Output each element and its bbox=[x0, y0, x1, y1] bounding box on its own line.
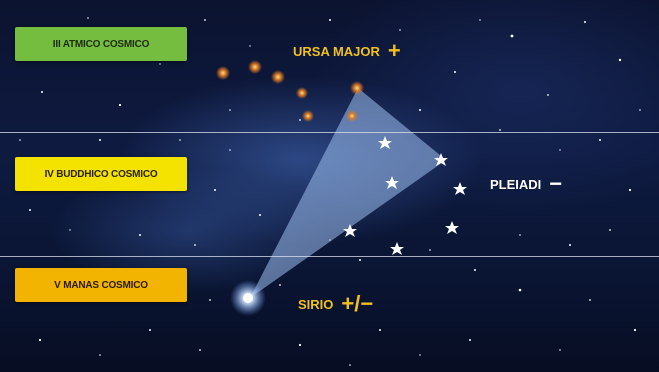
pleiadi-label: PLEIADI − bbox=[490, 173, 562, 195]
buddhic-level-label: IV BUDDHICO COSMICO bbox=[15, 157, 187, 191]
pleiades-star bbox=[390, 242, 404, 255]
pleiades-star bbox=[343, 224, 357, 237]
ursa-major-constellation bbox=[216, 60, 364, 122]
sirio-name: SIRIO bbox=[298, 296, 334, 312]
ursa-major-label: URSA MAJOR + bbox=[293, 40, 401, 62]
pleiades-star bbox=[453, 182, 467, 195]
pleiades-cluster bbox=[343, 136, 467, 255]
pleiadi-sign: − bbox=[549, 171, 563, 196]
sirio-sign: +/− bbox=[341, 291, 374, 316]
manas-level-label: V MANAS COSMICO bbox=[15, 268, 187, 302]
pleiadi-name: PLEIADI bbox=[490, 176, 542, 192]
light-beam bbox=[250, 88, 446, 298]
pleiades-star bbox=[385, 176, 399, 189]
lower-divider-line bbox=[0, 256, 659, 257]
pleiades-star bbox=[434, 153, 448, 166]
ursa-major-sign: + bbox=[387, 38, 401, 63]
sirius-star bbox=[230, 280, 266, 316]
atmic-level-label: III ATMICO COSMICO bbox=[15, 27, 187, 61]
upper-divider-line bbox=[0, 132, 659, 133]
sirio-label: SIRIO +/− bbox=[298, 293, 373, 315]
pleiades-star bbox=[378, 136, 392, 149]
ursa-major-name: URSA MAJOR bbox=[293, 43, 380, 59]
pleiades-star bbox=[445, 221, 459, 234]
